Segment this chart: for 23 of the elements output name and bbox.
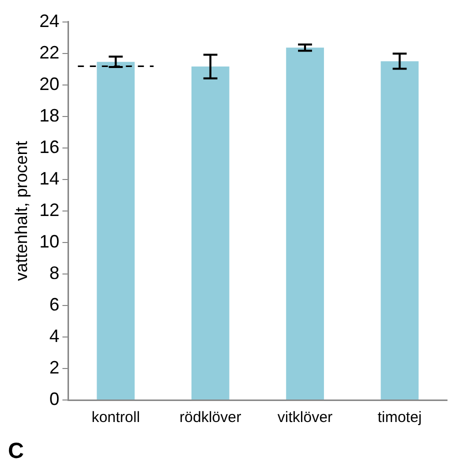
y-tick-label: 18 xyxy=(39,105,60,126)
bar xyxy=(380,61,419,400)
y-tick-label: 20 xyxy=(39,74,60,94)
x-tick-label: rödklöver xyxy=(180,409,242,426)
y-tick-label: 22 xyxy=(39,42,60,62)
y-tick-label: 12 xyxy=(39,200,60,220)
bar xyxy=(96,62,135,400)
y-tick-label: 24 xyxy=(39,10,60,31)
y-tick-label: 6 xyxy=(49,294,60,314)
y-tick-label: 2 xyxy=(49,357,60,378)
y-tick-label: 16 xyxy=(39,136,60,157)
x-tick-label: vitklöver xyxy=(278,409,333,426)
y-tick-label: 8 xyxy=(49,262,60,283)
text: C xyxy=(8,438,24,464)
x-tick-label: kontroll xyxy=(92,409,140,426)
y-tick-label: 0 xyxy=(49,388,60,409)
y-tick-label: 4 xyxy=(49,326,60,346)
y-axis-title: vattenhalt, procent xyxy=(12,140,31,281)
y-tick-label: 14 xyxy=(39,168,60,188)
bar xyxy=(286,48,324,400)
bar xyxy=(191,66,230,400)
x-tick-label: timotej xyxy=(378,409,422,426)
y-tick-label: 10 xyxy=(39,231,60,252)
